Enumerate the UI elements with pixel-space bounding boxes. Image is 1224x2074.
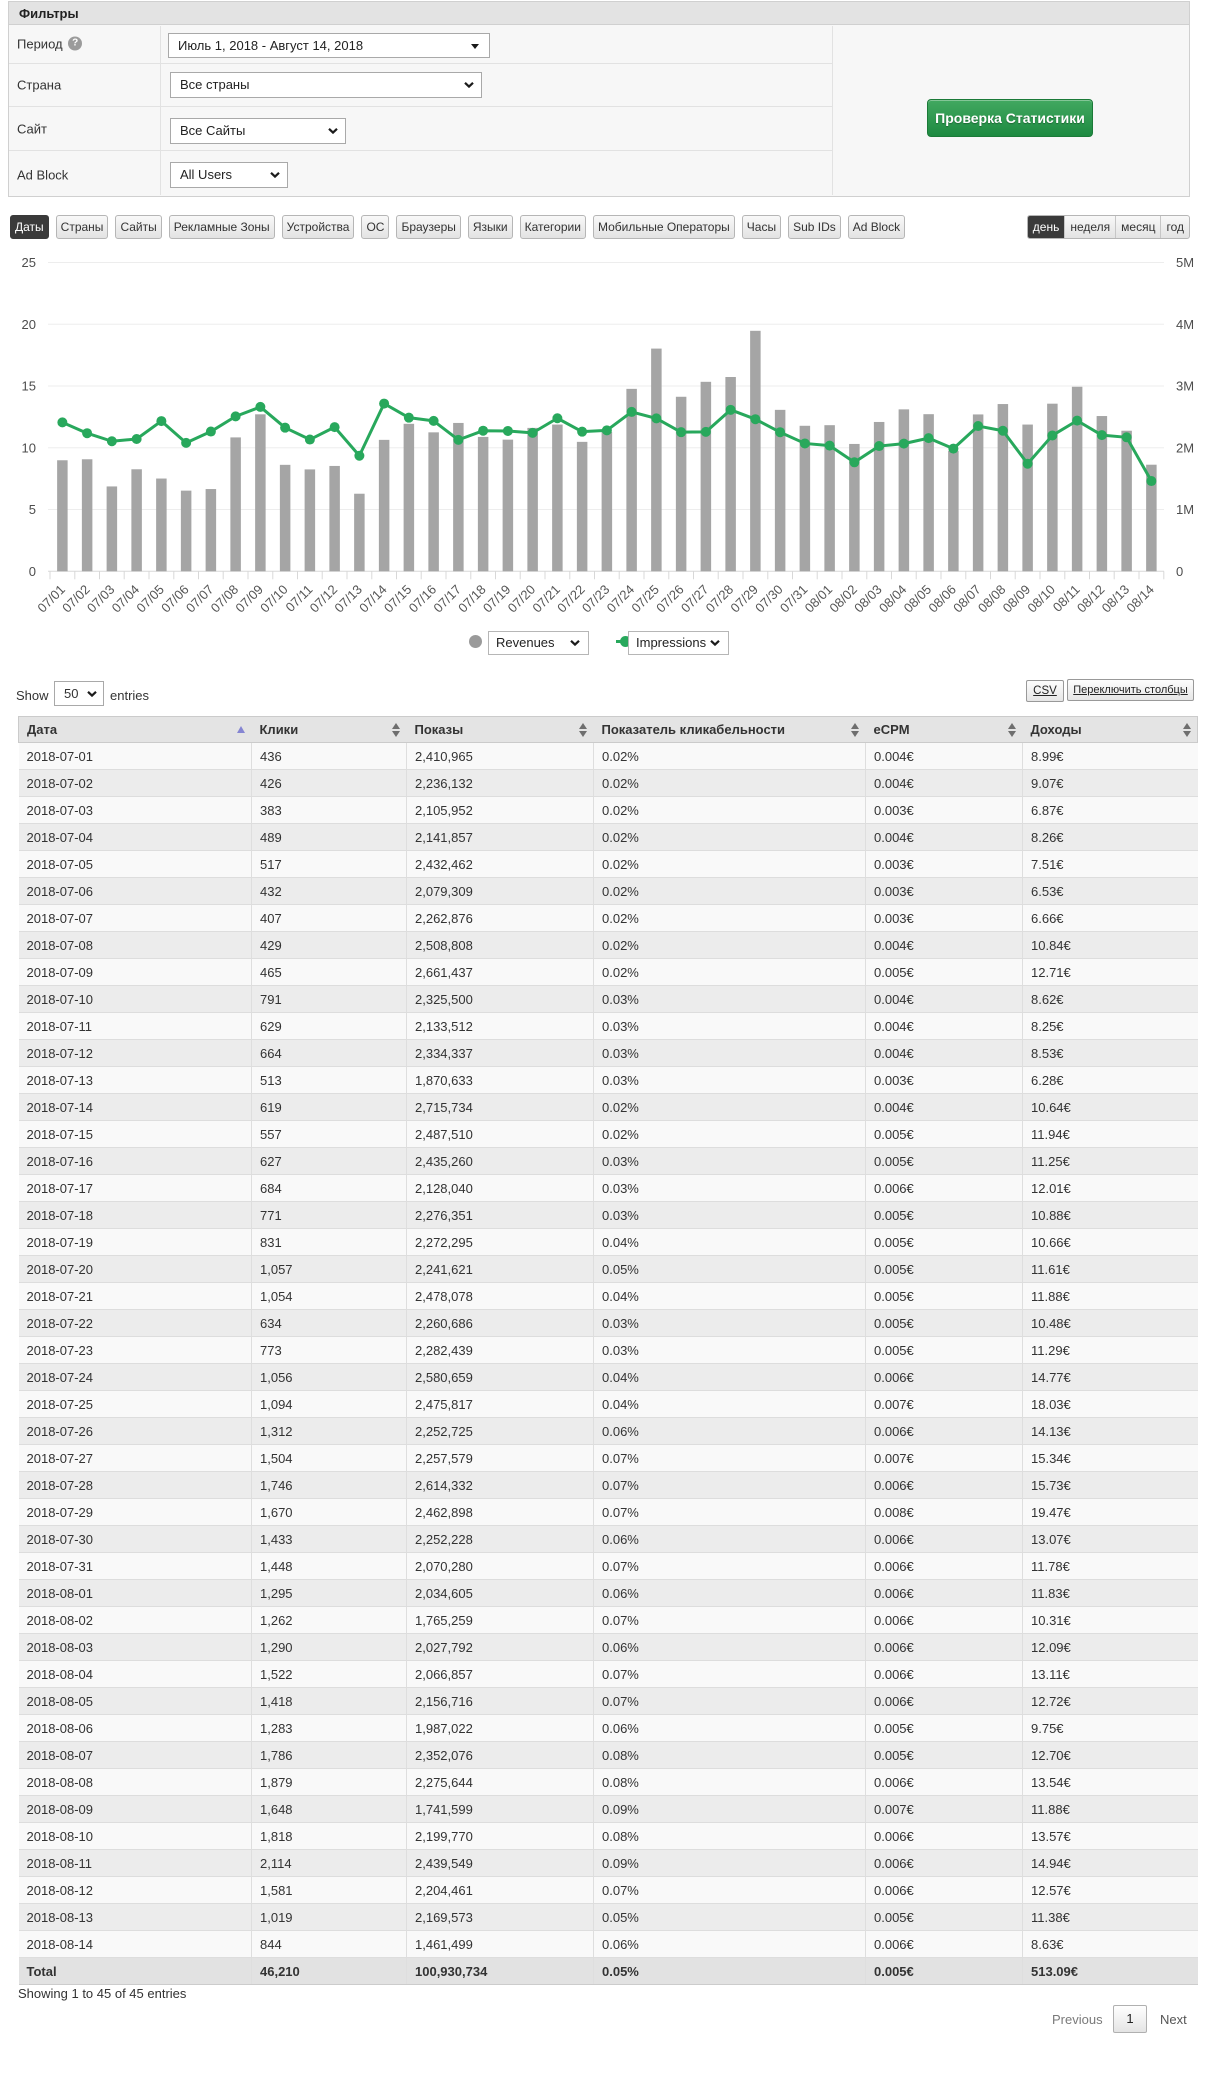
svg-text:08/06: 08/06 <box>925 582 959 616</box>
svg-text:08/04: 08/04 <box>876 582 910 616</box>
svg-text:08/01: 08/01 <box>802 582 836 616</box>
svg-text:07/04: 07/04 <box>109 582 143 616</box>
svg-text:07/21: 07/21 <box>529 582 563 616</box>
svg-text:07/16: 07/16 <box>406 582 440 616</box>
svg-text:3M: 3M <box>1176 379 1194 394</box>
svg-text:07/07: 07/07 <box>183 582 217 616</box>
svg-text:5M: 5M <box>1176 255 1194 270</box>
svg-text:07/17: 07/17 <box>430 582 464 616</box>
svg-text:07/09: 07/09 <box>232 582 266 616</box>
svg-text:08/09: 08/09 <box>1000 582 1034 616</box>
svg-text:08/07: 08/07 <box>950 582 984 616</box>
svg-text:07/28: 07/28 <box>703 582 737 616</box>
svg-text:08/08: 08/08 <box>975 582 1009 616</box>
svg-text:07/01: 07/01 <box>34 582 68 616</box>
svg-text:08/14: 08/14 <box>1123 582 1157 616</box>
svg-text:1M: 1M <box>1176 502 1194 517</box>
svg-text:0: 0 <box>1176 564 1183 579</box>
svg-text:20: 20 <box>22 317 36 332</box>
svg-text:25: 25 <box>22 255 36 270</box>
svg-text:0: 0 <box>29 564 36 579</box>
svg-text:08/13: 08/13 <box>1099 582 1133 616</box>
svg-text:07/24: 07/24 <box>604 582 638 616</box>
svg-text:07/12: 07/12 <box>307 582 341 616</box>
svg-text:07/15: 07/15 <box>381 582 415 616</box>
svg-text:07/10: 07/10 <box>257 582 291 616</box>
svg-text:08/02: 08/02 <box>826 582 860 616</box>
svg-text:07/05: 07/05 <box>133 582 167 616</box>
svg-text:07/29: 07/29 <box>727 582 761 616</box>
svg-text:4M: 4M <box>1176 317 1194 332</box>
svg-text:07/14: 07/14 <box>356 582 390 616</box>
svg-text:07/23: 07/23 <box>579 582 613 616</box>
svg-text:07/19: 07/19 <box>480 582 514 616</box>
svg-text:08/05: 08/05 <box>901 582 935 616</box>
svg-text:07/08: 07/08 <box>208 582 242 616</box>
svg-text:07/31: 07/31 <box>777 582 811 616</box>
svg-text:07/20: 07/20 <box>505 582 539 616</box>
svg-text:07/06: 07/06 <box>158 582 192 616</box>
svg-text:07/25: 07/25 <box>628 582 662 616</box>
svg-text:07/26: 07/26 <box>653 582 687 616</box>
svg-text:07/02: 07/02 <box>59 582 93 616</box>
svg-text:07/03: 07/03 <box>84 582 118 616</box>
svg-text:2M: 2M <box>1176 440 1194 455</box>
svg-text:08/10: 08/10 <box>1024 582 1058 616</box>
svg-text:08/03: 08/03 <box>851 582 885 616</box>
svg-text:07/13: 07/13 <box>331 582 365 616</box>
svg-text:07/30: 07/30 <box>752 582 786 616</box>
svg-text:07/22: 07/22 <box>554 582 588 616</box>
svg-text:10: 10 <box>22 440 36 455</box>
svg-text:07/27: 07/27 <box>678 582 712 616</box>
svg-text:15: 15 <box>22 379 36 394</box>
svg-text:07/18: 07/18 <box>455 582 489 616</box>
svg-text:08/12: 08/12 <box>1074 582 1108 616</box>
svg-text:5: 5 <box>29 502 36 517</box>
